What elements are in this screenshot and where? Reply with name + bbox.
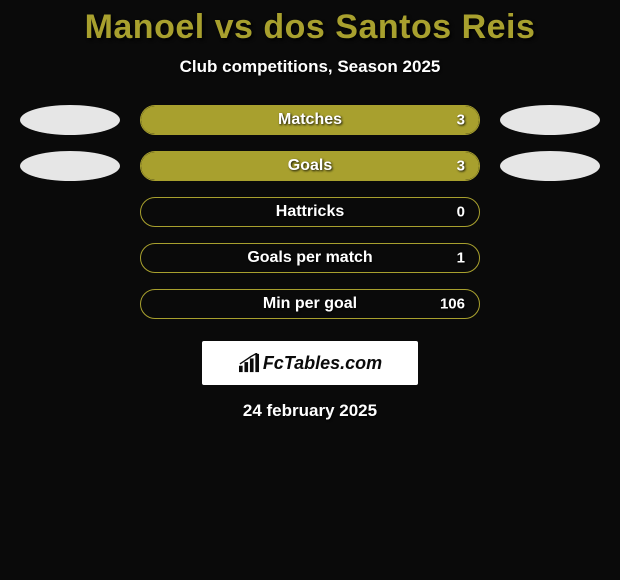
stat-value: 3 — [457, 158, 465, 175]
stats-rows: Matches 3 Goals 3 Hattricks 0 Goals per match 1… — [0, 105, 620, 319]
stat-row: Matches 3 — [0, 105, 620, 135]
stat-label: Hattricks — [276, 203, 344, 221]
stat-value: 1 — [457, 250, 465, 267]
player-right-ellipse — [500, 151, 600, 181]
stat-row: Goals 3 — [0, 151, 620, 181]
stat-bar: Matches 3 — [140, 105, 480, 135]
stat-label: Goals per match — [247, 249, 372, 267]
date-text: 24 february 2025 — [0, 401, 620, 421]
page-title: Manoel vs dos Santos Reis — [0, 8, 620, 47]
stat-row: Goals per match 1 — [0, 243, 620, 273]
stat-row: Hattricks 0 — [0, 197, 620, 227]
player-left-ellipse — [20, 105, 120, 135]
stat-value: 0 — [457, 204, 465, 221]
stat-bar: Goals per match 1 — [140, 243, 480, 273]
stat-value: 106 — [440, 296, 465, 313]
player-left-ellipse — [20, 151, 120, 181]
bar-chart-icon — [238, 353, 260, 373]
logo-box: FcTables.com — [202, 341, 418, 385]
logo-text: FcTables.com — [263, 353, 382, 374]
infographic-container: Manoel vs dos Santos Reis Club competiti… — [0, 0, 620, 421]
stat-row: Min per goal 106 — [0, 289, 620, 319]
stat-bar: Min per goal 106 — [140, 289, 480, 319]
stat-label: Goals — [288, 157, 332, 175]
stat-label: Matches — [278, 111, 342, 129]
subtitle: Club competitions, Season 2025 — [0, 57, 620, 77]
stat-bar: Hattricks 0 — [140, 197, 480, 227]
player-right-ellipse — [500, 105, 600, 135]
stat-bar: Goals 3 — [140, 151, 480, 181]
stat-label: Min per goal — [263, 295, 357, 313]
stat-value: 3 — [457, 112, 465, 129]
